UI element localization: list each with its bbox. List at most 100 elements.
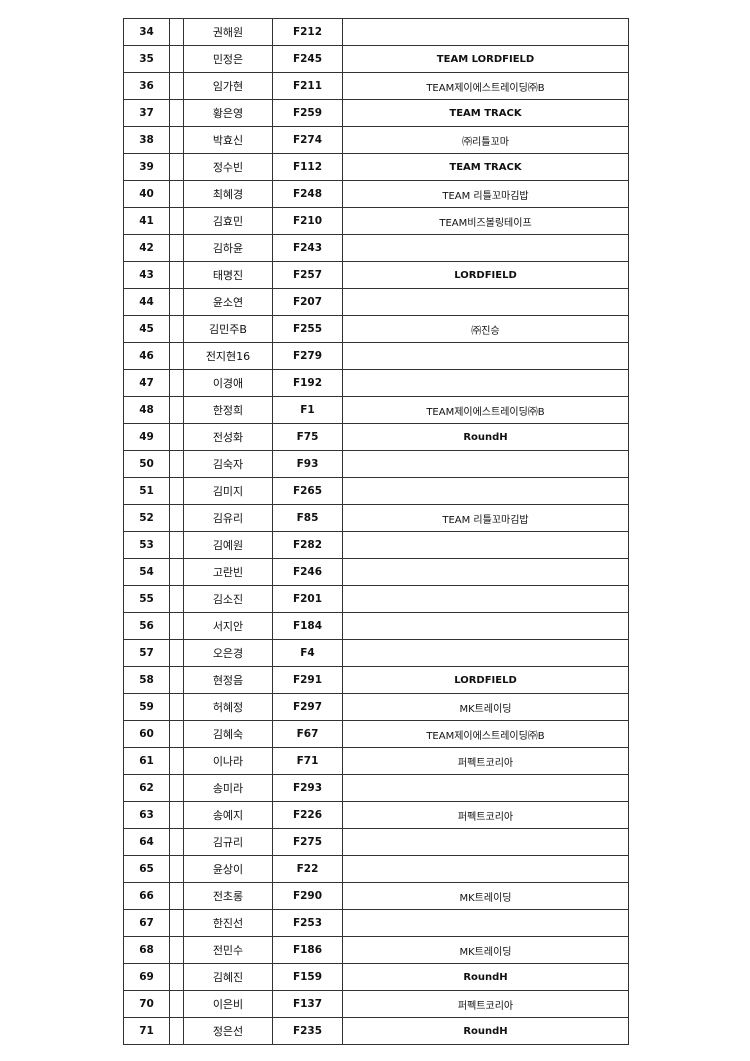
team-name [342,639,629,667]
player-name: 오은경 [183,639,273,667]
player-name: 윤상이 [183,855,273,883]
player-name: 이경애 [183,369,273,397]
row-number: 60 [123,720,170,748]
team-name [342,369,629,397]
row-number: 37 [123,99,170,127]
player-code: F246 [272,558,343,586]
player-code: F235 [272,1017,343,1045]
player-code: F212 [272,18,343,46]
table-row: 68 전민수 F186 MK트레이딩 [123,936,629,964]
player-name: 이은비 [183,990,273,1018]
player-name: 정수빈 [183,153,273,181]
row-number: 63 [123,801,170,829]
player-code: F293 [272,774,343,802]
row-number: 49 [123,423,170,451]
player-code: F243 [272,234,343,262]
player-name: 김숙자 [183,450,273,478]
row-number: 35 [123,45,170,73]
table-row: 39 정수빈 F112 TEAM TRACK [123,153,629,181]
row-number: 69 [123,963,170,991]
blank-cell [169,450,184,478]
row-number: 44 [123,288,170,316]
player-name: 전지현16 [183,342,273,370]
team-name [342,612,629,640]
player-name: 고란빈 [183,558,273,586]
blank-cell [169,207,184,235]
table-row: 40 최혜경 F248 TEAM 리틀꼬마김밥 [123,180,629,208]
team-name [342,342,629,370]
row-number: 61 [123,747,170,775]
player-code: F201 [272,585,343,613]
team-name [342,450,629,478]
player-name: 전성화 [183,423,273,451]
player-code: F1 [272,396,343,424]
team-name: RoundH [342,963,629,991]
row-number: 62 [123,774,170,802]
player-name: 현정음 [183,666,273,694]
row-number: 47 [123,369,170,397]
team-name [342,585,629,613]
row-number: 54 [123,558,170,586]
player-name: 허혜정 [183,693,273,721]
table-row: 56 서지안 F184 [123,612,629,640]
table-row: 64 김규리 F275 [123,828,629,856]
team-name: ㈜진승 [342,315,629,343]
blank-cell [169,531,184,559]
player-code: F274 [272,126,343,154]
team-name: MK트레이딩 [342,936,629,964]
row-number: 68 [123,936,170,964]
player-code: F279 [272,342,343,370]
table-row: 35 민정은 F245 TEAM LORDFIELD [123,45,629,73]
player-name: 전민수 [183,936,273,964]
player-code: F259 [272,99,343,127]
team-name [342,909,629,937]
player-code: F22 [272,855,343,883]
blank-cell [169,477,184,505]
blank-cell [169,72,184,100]
player-code: F210 [272,207,343,235]
player-code: F112 [272,153,343,181]
blank-cell [169,693,184,721]
row-number: 34 [123,18,170,46]
row-number: 53 [123,531,170,559]
player-code: F297 [272,693,343,721]
row-number: 67 [123,909,170,937]
table-row: 49 전성화 F75 RoundH [123,423,629,451]
player-name: 권해원 [183,18,273,46]
blank-cell [169,153,184,181]
row-number: 56 [123,612,170,640]
blank-cell [169,1017,184,1045]
player-name: 한정희 [183,396,273,424]
table-row: 62 송미라 F293 [123,774,629,802]
team-name: LORDFIELD [342,261,629,289]
player-name: 서지안 [183,612,273,640]
player-code: F93 [272,450,343,478]
table-row: 66 전초롱 F290 MK트레이딩 [123,882,629,910]
blank-cell [169,855,184,883]
table-row: 42 김하윤 F243 [123,234,629,262]
player-code: F253 [272,909,343,937]
blank-cell [169,18,184,46]
blank-cell [169,423,184,451]
blank-cell [169,774,184,802]
player-name: 김민주B [183,315,273,343]
player-name: 송미라 [183,774,273,802]
blank-cell [169,612,184,640]
player-code: F207 [272,288,343,316]
player-name: 정은선 [183,1017,273,1045]
table-row: 52 김유리 F85 TEAM 리틀꼬마김밥 [123,504,629,532]
table-row: 54 고란빈 F246 [123,558,629,586]
player-code: F282 [272,531,343,559]
team-name: TEAM비즈볼링테이프 [342,207,629,235]
blank-cell [169,639,184,667]
table-row: 36 임가현 F211 TEAM제이에스트레이딩㈜B [123,72,629,100]
player-name: 송예지 [183,801,273,829]
team-name: RoundH [342,1017,629,1045]
team-name [342,558,629,586]
blank-cell [169,342,184,370]
player-code: F291 [272,666,343,694]
row-number: 59 [123,693,170,721]
row-number: 38 [123,126,170,154]
row-number: 41 [123,207,170,235]
blank-cell [169,261,184,289]
